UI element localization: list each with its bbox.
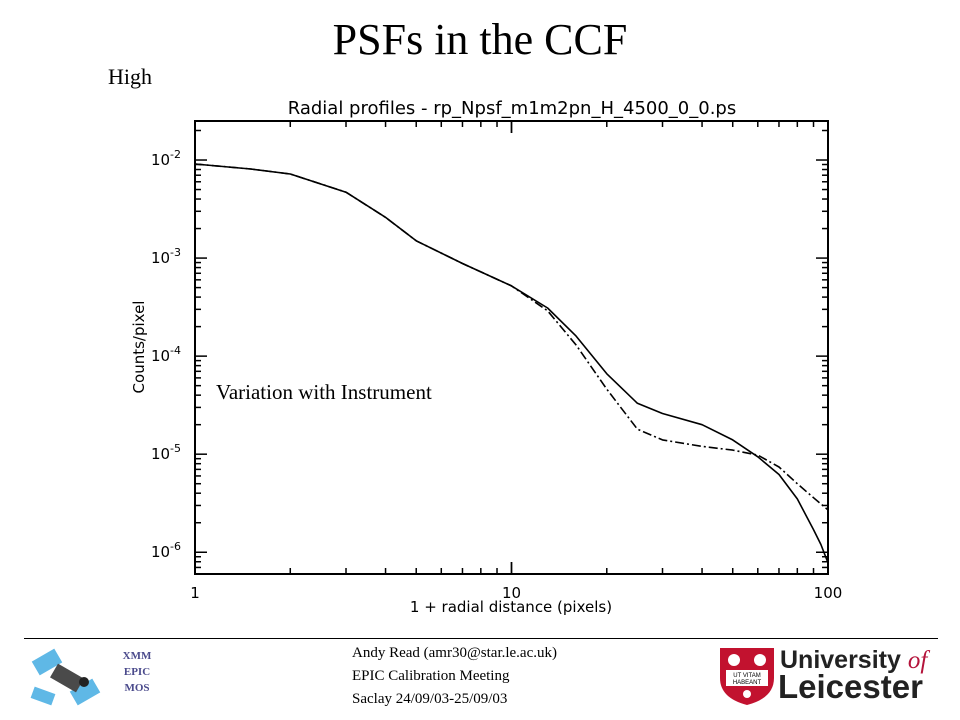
place-dates-line: Saclay 24/09/03-25/09/03 — [352, 691, 508, 707]
org-line-2: EPIC — [123, 666, 151, 678]
crest-motto-1: UT VITAM — [733, 673, 760, 679]
y-tick-label: 10-3 — [151, 246, 181, 267]
y-tick-label: 10-5 — [151, 442, 181, 463]
author-line: Andy Read (amr30@star.le.ac.uk) — [352, 645, 557, 661]
university-of: of — [907, 647, 928, 674]
org-line-3: MOS — [124, 682, 150, 694]
footer-divider — [24, 638, 938, 639]
y-tick-label: 10-2 — [151, 148, 181, 169]
chart-title: Radial profiles - rp_Npsf_m1m2pn_H_4500_… — [288, 98, 737, 119]
university-city: Leicester — [778, 668, 923, 705]
x-tick-label: 100 — [814, 584, 843, 602]
psf-radial-profile-chart: Radial profiles - rp_Npsf_m1m2pn_H_4500_… — [130, 98, 842, 616]
plot-frame — [194, 120, 829, 575]
x-tick-label: 1 — [190, 584, 200, 602]
y-axis-ticks: 10-2 10-3 10-4 10-5 10-6 — [151, 129, 828, 575]
series-line-2 — [194, 163, 829, 511]
xmm-satellite-icon — [30, 648, 101, 706]
energy-label: High — [108, 64, 152, 89]
y-tick-label: 10-6 — [151, 540, 181, 561]
y-axis-label: Counts/pixel — [130, 301, 148, 394]
series-layer — [194, 163, 829, 564]
y-tick-label: 10-4 — [151, 344, 181, 365]
slide-title: PSFs in the CCF — [332, 15, 628, 64]
xmm-epic-mos-label: XMM EPIC MOS — [112, 648, 162, 696]
annotation-variation: Variation with Instrument — [216, 380, 432, 404]
x-axis-label: 1 + radial distance (pixels) — [410, 598, 612, 616]
series-line-1 — [194, 163, 829, 564]
x-tick-label: 10 — [502, 584, 521, 602]
crest-motto-2: HABEANT — [733, 680, 762, 686]
org-line-1: XMM — [122, 650, 152, 662]
university-word: University — [780, 646, 901, 674]
x-axis-ticks: 1 10 100 — [190, 121, 842, 602]
university-crest-icon: UT VITAM HABEANT — [720, 648, 774, 705]
footer-info: Andy Read (amr30@star.le.ac.uk) EPIC Cal… — [352, 642, 557, 711]
meeting-line: EPIC Calibration Meeting — [352, 668, 510, 684]
university-name: University of — [780, 646, 927, 675]
